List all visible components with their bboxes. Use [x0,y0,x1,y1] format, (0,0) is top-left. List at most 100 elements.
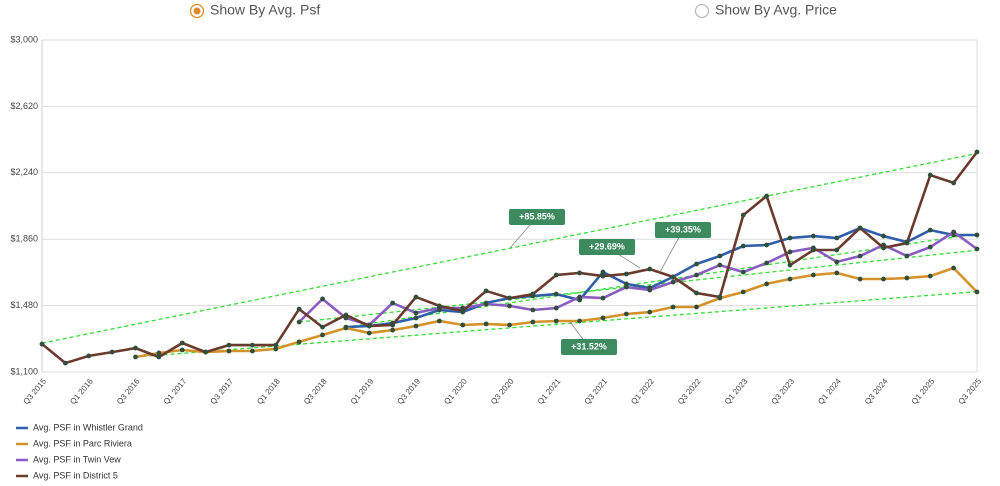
point [600,273,606,279]
point [179,340,185,346]
x-tick-label: Q1 2024 [816,376,843,406]
point [577,294,583,300]
point [249,342,255,348]
point [296,319,302,325]
point [904,275,910,281]
point [577,270,583,276]
point [343,325,349,331]
x-tick-label: Q1 2017 [162,376,189,406]
radio-option[interactable]: Show By Avg. Psf [189,2,321,19]
radio[interactable] [694,3,710,19]
trend-line [135,290,978,358]
point [740,269,746,275]
point [109,349,115,355]
point [951,265,957,271]
x-tick-label: Q1 2019 [349,376,376,406]
point [834,247,840,253]
x-tick-label: Q1 2022 [629,376,656,406]
x-tick-label: Q3 2017 [209,376,236,406]
trend-label-box [655,222,711,238]
point [764,193,770,199]
point [974,149,980,155]
point [226,348,232,354]
point [366,323,372,329]
point [904,253,910,259]
y-tick-label: $1,100 [10,366,38,376]
point [553,305,559,311]
point [927,244,933,250]
point [320,296,325,302]
point [577,318,583,324]
point [600,315,606,321]
point [483,321,489,327]
point [226,342,232,348]
point [320,332,325,338]
point [623,284,629,290]
point [904,240,910,246]
trend-line [41,152,978,344]
point [810,233,816,239]
point [764,281,770,287]
point [133,354,138,360]
radio-label[interactable]: Show By Avg. Price [715,2,837,18]
point [810,247,816,253]
trend-label-box [509,209,565,225]
point [413,315,419,321]
point [951,229,957,235]
point [460,322,466,328]
point [787,262,793,268]
point [553,272,559,278]
point [694,290,699,296]
x-tick-label: Q3 2022 [676,376,703,406]
point [156,350,162,356]
point [483,301,489,307]
series-line [41,151,979,365]
point [320,324,325,330]
trend-label: +31.52% [571,341,607,351]
point [530,291,536,297]
point [273,346,279,352]
point [857,225,863,231]
x-tick-label: Q3 2021 [583,376,610,406]
point [249,348,255,354]
point [413,323,419,329]
legend-label: Avg. PSF in Twin Vew [33,454,121,464]
radio-label[interactable]: Show By Avg. Psf [210,2,320,18]
point [86,353,92,359]
point [834,235,840,241]
x-tick-label: Q3 2023 [770,376,797,406]
point [694,272,699,278]
y-tick-label: $2,240 [10,167,38,177]
point [600,295,606,301]
point [390,300,396,306]
point [273,342,279,348]
series-line [298,230,978,327]
radio-option[interactable]: Show By Avg. Price [694,2,838,19]
series-line [135,266,978,359]
point [507,322,512,328]
point [133,345,138,351]
x-tick-label: Q3 2015 [22,376,49,406]
point [366,330,372,336]
legend-label: Avg. PSF in Parc Riviera [33,438,132,448]
x-tick-label: Q3 2018 [302,376,329,406]
point [647,287,653,293]
point [507,303,512,309]
point [740,243,746,249]
point [694,261,699,267]
point [717,294,723,300]
x-tick-label: Q1 2023 [723,376,750,406]
point [460,308,466,314]
x-tick-label: Q1 2021 [536,376,563,406]
point [413,310,419,316]
point [179,347,185,353]
point [670,304,676,310]
point [507,295,512,301]
point [670,274,676,280]
point [857,276,863,282]
point [881,245,886,251]
point [296,306,302,312]
point [436,318,442,324]
point [553,318,559,324]
